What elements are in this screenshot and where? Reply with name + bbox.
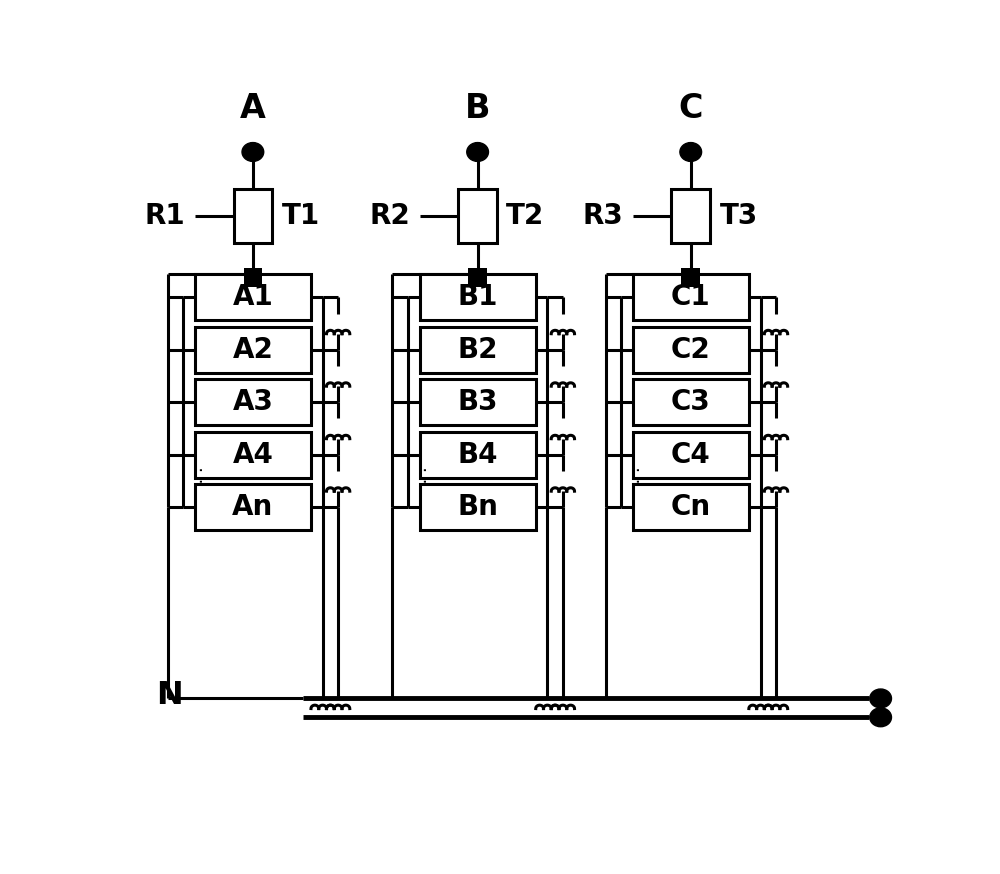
Bar — [633, 379, 749, 426]
Bar — [234, 189, 272, 243]
Circle shape — [870, 689, 891, 708]
Text: C2: C2 — [671, 336, 711, 364]
Text: A: A — [240, 92, 266, 125]
Bar — [195, 484, 311, 531]
Text: T1: T1 — [282, 202, 320, 230]
Text: A2: A2 — [232, 336, 273, 364]
Text: T2: T2 — [506, 202, 545, 230]
Bar — [633, 432, 749, 478]
Text: B: B — [465, 92, 490, 125]
Text: C4: C4 — [671, 440, 711, 468]
Circle shape — [242, 142, 264, 162]
Bar — [195, 432, 311, 478]
Text: · · ·: · · · — [194, 467, 212, 496]
Bar — [420, 432, 536, 478]
Circle shape — [870, 708, 891, 726]
Text: Bn: Bn — [457, 493, 498, 521]
Bar — [244, 267, 262, 287]
Bar — [681, 267, 700, 287]
Circle shape — [467, 142, 488, 162]
Bar — [195, 327, 311, 372]
Bar — [633, 274, 749, 320]
Bar — [195, 274, 311, 320]
Text: · · ·: · · · — [631, 467, 649, 496]
Bar — [671, 189, 710, 243]
Text: C: C — [678, 92, 703, 125]
Bar — [420, 379, 536, 426]
Text: T3: T3 — [719, 202, 758, 230]
Bar — [420, 484, 536, 531]
Bar — [420, 274, 536, 320]
Text: N: N — [156, 680, 183, 711]
Text: B1: B1 — [457, 283, 498, 311]
Bar — [458, 189, 497, 243]
Text: R2: R2 — [369, 202, 410, 230]
Text: A3: A3 — [232, 388, 273, 416]
Bar — [420, 327, 536, 372]
Text: R3: R3 — [583, 202, 623, 230]
Bar — [195, 379, 311, 426]
Bar — [633, 484, 749, 531]
Text: C3: C3 — [671, 388, 711, 416]
Bar — [468, 267, 487, 287]
Text: C1: C1 — [671, 283, 711, 311]
Circle shape — [680, 142, 702, 162]
Text: A4: A4 — [232, 440, 273, 468]
Text: B4: B4 — [457, 440, 498, 468]
Bar — [633, 327, 749, 372]
Text: An: An — [232, 493, 274, 521]
Text: A1: A1 — [232, 283, 273, 311]
Text: R1: R1 — [145, 202, 185, 230]
Text: Cn: Cn — [671, 493, 711, 521]
Text: B2: B2 — [457, 336, 498, 364]
Text: B3: B3 — [457, 388, 498, 416]
Text: · · ·: · · · — [418, 467, 436, 496]
